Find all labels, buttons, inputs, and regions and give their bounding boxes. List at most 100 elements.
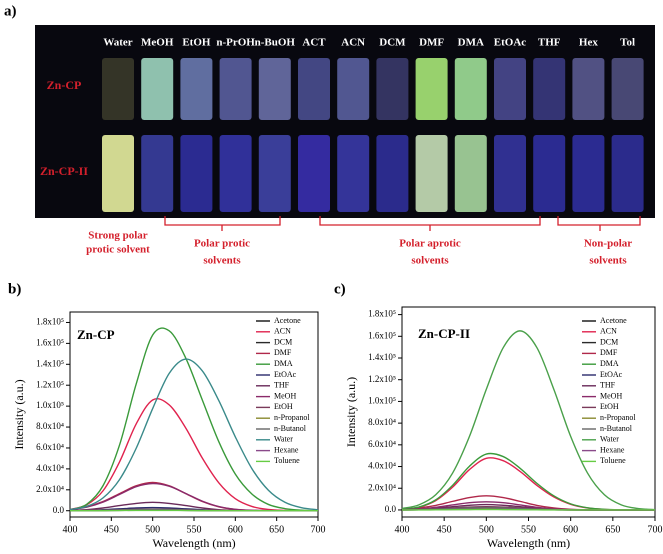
solvent-label: Water	[103, 37, 132, 49]
vial	[180, 58, 213, 120]
x-tick-label: 500	[145, 524, 160, 535]
series-line	[69, 358, 319, 511]
group-label: solvents	[411, 255, 449, 267]
vial	[337, 58, 370, 120]
solvent-label: EtOH	[182, 37, 211, 49]
panel-label: b)	[8, 281, 21, 297]
solvent-label: Hex	[579, 37, 598, 49]
chart-title: Zn-CP	[77, 327, 115, 342]
x-tick-label: 450	[437, 524, 452, 535]
legend-label: Water	[600, 435, 619, 444]
vial	[376, 58, 409, 120]
legend-label: EtOH	[600, 402, 619, 411]
x-axis-label: Wavelength (nm)	[152, 536, 235, 550]
vial	[494, 58, 526, 120]
group-label: Polar aprotic	[399, 238, 461, 250]
legend-label: EtOAc	[274, 370, 297, 379]
x-tick-label: 550	[187, 524, 202, 535]
y-tick-label: 1.4x10⁵	[36, 358, 64, 368]
x-tick-label: 450	[104, 524, 119, 535]
vial	[219, 135, 252, 212]
solvent-label: THF	[538, 37, 561, 49]
legend-label: DCM	[600, 337, 618, 346]
vial	[298, 135, 330, 212]
vial	[258, 58, 291, 120]
legend-label: n-Propanol	[274, 413, 310, 422]
solvent-label: Tol	[620, 37, 635, 49]
solvent-label: EtOAc	[494, 37, 527, 49]
legend-label: EtOH	[274, 402, 293, 411]
vial	[533, 135, 566, 212]
x-axis-label: Wavelength (nm)	[487, 536, 570, 550]
y-tick-label: 1.8x10⁵	[368, 309, 396, 319]
legend-label: n-Butanol	[600, 424, 633, 433]
legend-label: EtOAc	[600, 370, 623, 379]
series-line	[401, 457, 656, 511]
legend-label: DMA	[600, 359, 619, 368]
vial	[572, 135, 605, 212]
vial	[611, 58, 644, 120]
group-label: Non-polar	[584, 238, 632, 250]
y-tick-label: 0.0	[53, 505, 65, 515]
series-line	[69, 327, 319, 512]
vial	[533, 58, 566, 120]
y-tick-label: 1.8x10⁵	[36, 317, 64, 327]
vial	[141, 135, 174, 212]
y-tick-label: 6.0x10⁴	[368, 439, 396, 449]
vial	[376, 135, 409, 212]
vial	[180, 135, 213, 212]
solvent-label: DMA	[458, 37, 484, 49]
solvent-label: ACN	[341, 37, 365, 49]
vial	[298, 58, 330, 120]
x-tick-label: 400	[63, 524, 78, 535]
y-tick-label: 1.6x10⁵	[368, 330, 396, 340]
y-tick-label: 1.0x10⁵	[36, 400, 64, 410]
legend-label: DMF	[600, 348, 618, 357]
x-tick-label: 400	[395, 524, 410, 535]
y-tick-label: 6.0x10⁴	[36, 442, 64, 452]
vial	[258, 135, 291, 212]
legend-label: n-Propanol	[600, 413, 636, 422]
solvent-label: ACT	[302, 37, 326, 49]
vial	[494, 135, 526, 212]
vial	[102, 58, 134, 120]
y-tick-label: 4.0x10⁴	[368, 461, 396, 471]
group-label: Strong polar	[88, 230, 148, 242]
vial	[102, 135, 134, 212]
solvent-label: DMF	[419, 37, 444, 49]
x-tick-label: 550	[521, 524, 536, 535]
y-axis-label: Intensity (a.u.)	[344, 377, 358, 447]
y-tick-label: 1.4x10⁵	[368, 352, 396, 362]
y-tick-label: 2.0x10⁴	[36, 484, 64, 494]
y-tick-label: 1.2x10⁵	[368, 374, 396, 384]
x-tick-label: 650	[269, 524, 284, 535]
legend-label: Water	[274, 435, 293, 444]
group-label: protic solvent	[86, 244, 150, 256]
legend-label: Acetone	[600, 316, 627, 325]
legend-label: DCM	[274, 337, 292, 346]
vial	[572, 58, 605, 120]
y-tick-label: 2.0x10⁴	[368, 482, 396, 492]
x-tick-label: 600	[228, 524, 243, 535]
legend-label: ACN	[600, 327, 617, 336]
panel-label: c)	[334, 281, 346, 297]
chart-title: Zn-CP-II	[418, 326, 470, 341]
y-tick-label: 1.0x10⁵	[368, 395, 396, 405]
y-tick-label: 8.0x10⁴	[368, 417, 396, 427]
legend-label: Hexane	[274, 445, 299, 454]
legend-label: DMF	[274, 348, 292, 357]
legend-label: n-Butanol	[274, 424, 307, 433]
group-label: solvents	[589, 255, 627, 267]
legend-label: THF	[274, 381, 290, 390]
legend-label: Hexane	[600, 445, 625, 454]
legend-label: DMA	[274, 359, 293, 368]
y-tick-label: 1.6x10⁵	[36, 337, 64, 347]
x-tick-label: 500	[479, 524, 494, 535]
y-axis-label: Intensity (a.u.)	[12, 379, 26, 449]
x-tick-label: 700	[311, 524, 326, 535]
group-label: Polar protic	[194, 238, 250, 250]
brackets	[164, 216, 641, 231]
vial	[454, 135, 487, 212]
vial	[219, 58, 252, 120]
